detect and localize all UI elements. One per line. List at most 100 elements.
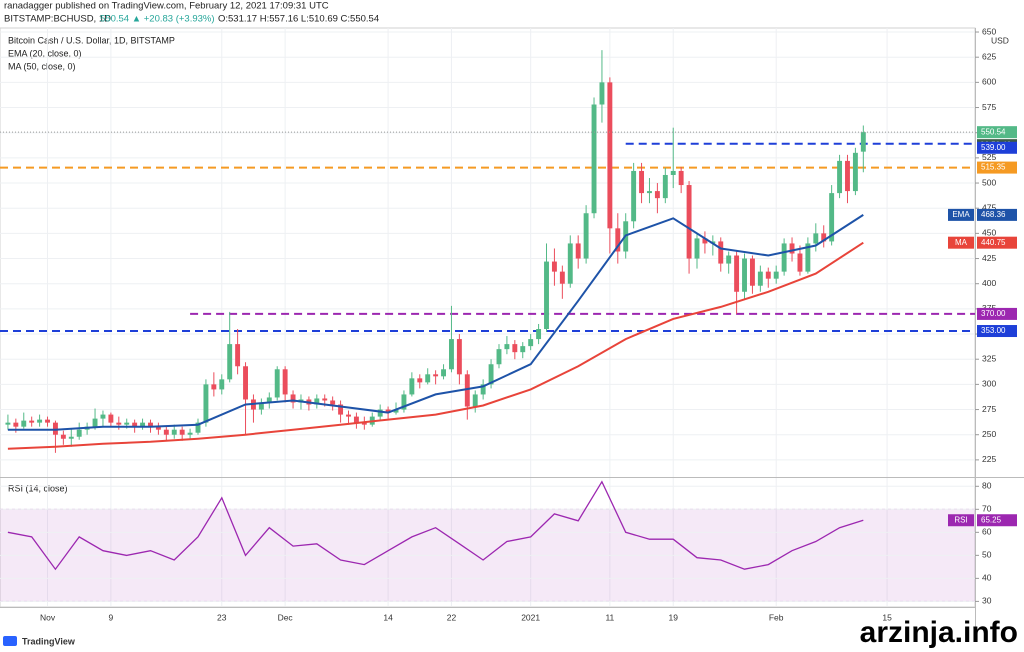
candle-body xyxy=(433,374,439,377)
level-label-bg xyxy=(977,307,1017,320)
candle-body xyxy=(195,422,201,433)
indicator-label: 468.36 xyxy=(981,210,1006,219)
candle-body xyxy=(100,414,106,419)
candle-body xyxy=(512,344,518,353)
candle-body xyxy=(742,258,747,292)
ohlc-line: O:531.17 H:557.16 L:510.69 C:550.54 xyxy=(218,14,379,25)
candle-body xyxy=(361,422,367,425)
y-tick-label: 30 xyxy=(982,596,992,606)
candle-body xyxy=(496,349,502,365)
candle-body xyxy=(860,132,866,152)
candle-body xyxy=(591,104,597,214)
x-tick-label: 19 xyxy=(668,612,678,622)
x-tick-label: 2021 xyxy=(521,612,540,622)
candle-body xyxy=(464,374,470,407)
candle-body xyxy=(68,436,74,439)
candle-body xyxy=(852,152,858,192)
candle-body xyxy=(187,432,193,435)
candle-body xyxy=(789,243,795,254)
candle-body xyxy=(417,378,423,383)
candle-body xyxy=(567,243,573,284)
candle-body xyxy=(132,422,138,427)
candle-body xyxy=(29,420,35,423)
y-tick-label: 650 xyxy=(982,26,996,36)
y-tick-label: 60 xyxy=(982,527,992,537)
candle-body xyxy=(37,419,43,423)
rsi-line xyxy=(7,480,864,571)
candle-body xyxy=(116,422,122,425)
y-unit: USD xyxy=(991,35,1009,45)
indicator-tag-bg xyxy=(948,208,974,221)
x-tick-label: 15 xyxy=(882,612,892,622)
candle-body xyxy=(5,422,11,425)
candle-body xyxy=(599,82,605,105)
candle-body xyxy=(456,339,462,375)
level-label-bg xyxy=(977,161,1017,174)
indicator-label-bg xyxy=(977,236,1017,249)
candle-body xyxy=(678,170,684,186)
x-tick-label: 23 xyxy=(217,612,227,622)
candle-body xyxy=(179,429,185,435)
candle-body xyxy=(148,422,153,427)
y-tick-label: 500 xyxy=(982,177,996,187)
candle-body xyxy=(393,409,399,413)
candle-body xyxy=(219,379,225,390)
candle-body xyxy=(797,253,803,272)
candle-body xyxy=(258,402,264,410)
level-label: 515.35 xyxy=(981,163,1006,172)
candle-body xyxy=(290,394,296,403)
x-tick-label: 14 xyxy=(383,612,393,622)
candle-body xyxy=(829,193,835,242)
candle-body xyxy=(520,346,526,353)
candle-body xyxy=(536,329,542,340)
legend-ma: MA (50, close, 0) xyxy=(8,61,76,71)
candle-body xyxy=(45,419,50,423)
candle-body xyxy=(171,429,177,435)
y-tick-label: 625 xyxy=(982,51,996,61)
candle-body xyxy=(686,185,692,259)
candle-body xyxy=(837,160,843,194)
rsi-label: 65.25 xyxy=(981,515,1002,524)
candle-body xyxy=(773,271,779,279)
candle-body xyxy=(52,422,58,435)
candle-body xyxy=(235,344,241,367)
candle-body xyxy=(314,398,320,405)
y-tick-label: 50 xyxy=(982,550,992,560)
candle-body xyxy=(163,429,169,435)
candle-body xyxy=(472,394,478,407)
y-tick-label: 425 xyxy=(982,253,996,263)
candle-body xyxy=(726,255,732,264)
indicator-label-bg xyxy=(977,208,1017,221)
candle-body xyxy=(346,414,351,417)
x-tick-label: Nov xyxy=(40,612,56,622)
x-tick-label: 9 xyxy=(109,612,114,622)
y-tick-label: 40 xyxy=(982,573,992,583)
publisher: ranadagger published on TradingView.com,… xyxy=(4,1,329,12)
candle-body xyxy=(757,271,763,286)
y-tick-label: 400 xyxy=(982,278,996,288)
candle-body xyxy=(504,344,510,350)
quote: 550.54 ▲ +20.83 (+3.93%) xyxy=(100,14,215,25)
y-tick-label: 525 xyxy=(982,152,996,162)
candle-body xyxy=(377,409,383,417)
candle-body xyxy=(274,369,280,398)
level-label-bg xyxy=(977,141,1017,154)
chart-title: Bitcoin Cash / U.S. Dollar, 1D, BITSTAMP xyxy=(8,35,175,45)
candle-body xyxy=(749,258,755,286)
candle-body xyxy=(353,416,359,423)
watermark: arzinja.info xyxy=(860,616,1018,649)
y-tick-label: 250 xyxy=(982,429,996,439)
candle-body xyxy=(409,378,415,395)
candle-body xyxy=(488,364,494,385)
indicator-tag: MA xyxy=(955,238,968,247)
level-label-bg xyxy=(977,325,1017,338)
y-tick-label: 450 xyxy=(982,228,996,238)
indicator-tag-bg xyxy=(948,236,974,249)
indicator-line xyxy=(7,241,864,450)
candle-body xyxy=(544,261,549,330)
candle-body xyxy=(13,422,19,427)
candle-body xyxy=(155,426,161,430)
candle-body xyxy=(670,170,676,175)
y-tick-label: 300 xyxy=(982,379,996,389)
candle-body xyxy=(631,170,637,222)
